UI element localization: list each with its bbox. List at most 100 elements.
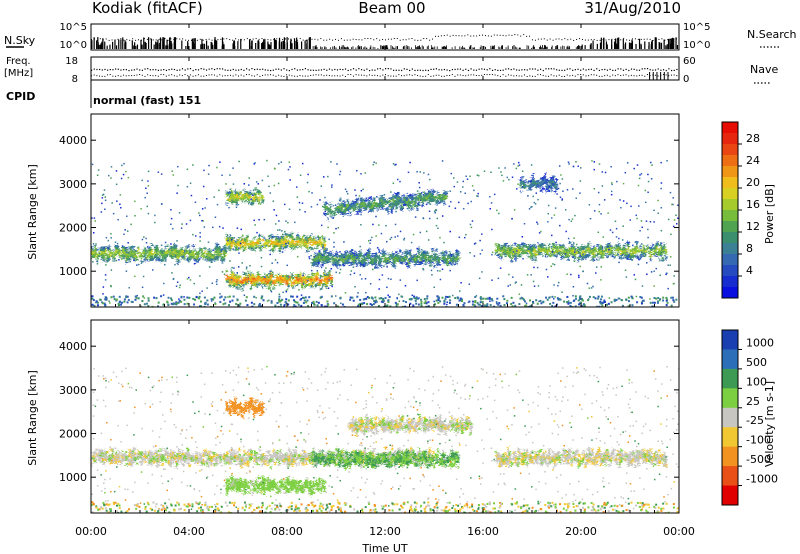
echo-cell — [249, 202, 252, 205]
clutter-cell — [112, 295, 115, 298]
echo-cell — [383, 200, 386, 203]
echo-cell — [91, 250, 94, 253]
echo-cell — [284, 238, 287, 241]
echo-cell — [180, 252, 183, 256]
echo-cell — [653, 249, 656, 253]
scatter-cell — [481, 233, 483, 235]
scatter-cell — [410, 241, 413, 244]
echo-cell — [135, 250, 138, 253]
noise-search-mark — [379, 39, 381, 41]
echo-cell — [330, 283, 333, 286]
echo-cell — [151, 257, 154, 261]
echo-cell — [268, 271, 271, 275]
echo-cell — [632, 250, 635, 253]
echo-cell — [323, 240, 326, 243]
echo-cell — [323, 246, 326, 250]
echo-cell — [603, 251, 606, 254]
nave-mark — [577, 74, 579, 76]
nave-mark — [128, 75, 130, 77]
echo-cell — [130, 450, 133, 454]
scatter-cell — [174, 263, 176, 266]
echo-cell — [234, 284, 237, 288]
echo-cell — [574, 252, 577, 256]
nave-mark — [101, 75, 103, 77]
clutter-cell — [291, 295, 294, 298]
echo-cell — [354, 206, 357, 209]
scatter-cell — [491, 228, 493, 231]
echo-band — [495, 240, 668, 263]
echo-cell — [610, 252, 613, 255]
scatter-cell — [101, 197, 104, 199]
echo-cell — [421, 199, 424, 203]
echo-cell — [544, 248, 548, 251]
echo-cell — [207, 256, 210, 259]
freq-mark — [109, 68, 111, 71]
scatter-cell — [553, 298, 555, 300]
echo-cell — [246, 281, 249, 284]
echo-cell — [349, 213, 352, 216]
echo-cell — [414, 259, 417, 263]
clutter-cell — [439, 300, 442, 303]
scatter-cell — [516, 245, 518, 247]
echo-cell — [388, 197, 392, 200]
echo-cell — [256, 244, 259, 247]
echo-cell — [536, 182, 540, 185]
nave-mark — [609, 75, 611, 77]
freq-mark — [561, 69, 563, 72]
echo-cell — [94, 461, 97, 464]
echo-cell — [130, 247, 133, 251]
echo-cell — [176, 460, 179, 464]
scatter-cell — [675, 214, 677, 217]
echo-cell — [398, 251, 402, 254]
scatter-cell — [395, 163, 397, 166]
echo-cell — [433, 264, 436, 268]
echo-cell — [254, 246, 258, 249]
echo-cell — [363, 199, 366, 203]
freq-mark — [267, 69, 269, 71]
echo-cell — [345, 250, 348, 253]
scatter-cell — [477, 192, 479, 195]
scatter-cell — [573, 237, 575, 239]
echo-cell — [524, 251, 527, 255]
echo-cell — [426, 198, 429, 201]
scatter-cell — [618, 256, 621, 259]
echo-cell — [544, 254, 548, 258]
scatter-cell — [175, 285, 178, 287]
echo-cell — [241, 278, 244, 282]
scatter-cell — [311, 282, 314, 284]
echo-cell — [185, 461, 188, 464]
echo-cell — [181, 452, 185, 456]
echo-cell — [296, 240, 299, 243]
scatter-cell — [609, 229, 612, 231]
echo-cell — [548, 180, 552, 183]
echo-cell — [116, 245, 119, 248]
echo-cell — [659, 253, 663, 257]
scatter-cell — [508, 178, 510, 181]
echo-cell — [97, 455, 100, 458]
echo-cell — [424, 191, 428, 194]
echo-cell — [115, 253, 118, 256]
echo-cell — [285, 273, 288, 277]
echo-cell — [181, 250, 185, 252]
scatter-cell — [468, 283, 471, 286]
nave-mark — [141, 74, 143, 76]
echo-cell — [522, 251, 525, 254]
freq-mark — [660, 69, 662, 71]
scatter-cell — [369, 239, 372, 241]
clutter-cell — [583, 304, 586, 307]
nave-mark — [208, 74, 210, 76]
noise-search-mark — [396, 38, 398, 40]
scatter-cell — [276, 261, 279, 264]
scatter-cell — [210, 300, 213, 302]
freq-mark — [486, 69, 488, 71]
echo-cell — [151, 452, 154, 456]
echo-cell — [152, 257, 155, 260]
echo-cell — [606, 243, 609, 246]
scatter-cell — [307, 173, 309, 176]
echo-cell — [550, 176, 553, 180]
echo-cell — [96, 448, 99, 452]
echo-cell — [373, 197, 376, 200]
scatter-cell — [665, 273, 667, 276]
clutter-cell — [479, 296, 482, 299]
freq-mark — [593, 69, 595, 72]
